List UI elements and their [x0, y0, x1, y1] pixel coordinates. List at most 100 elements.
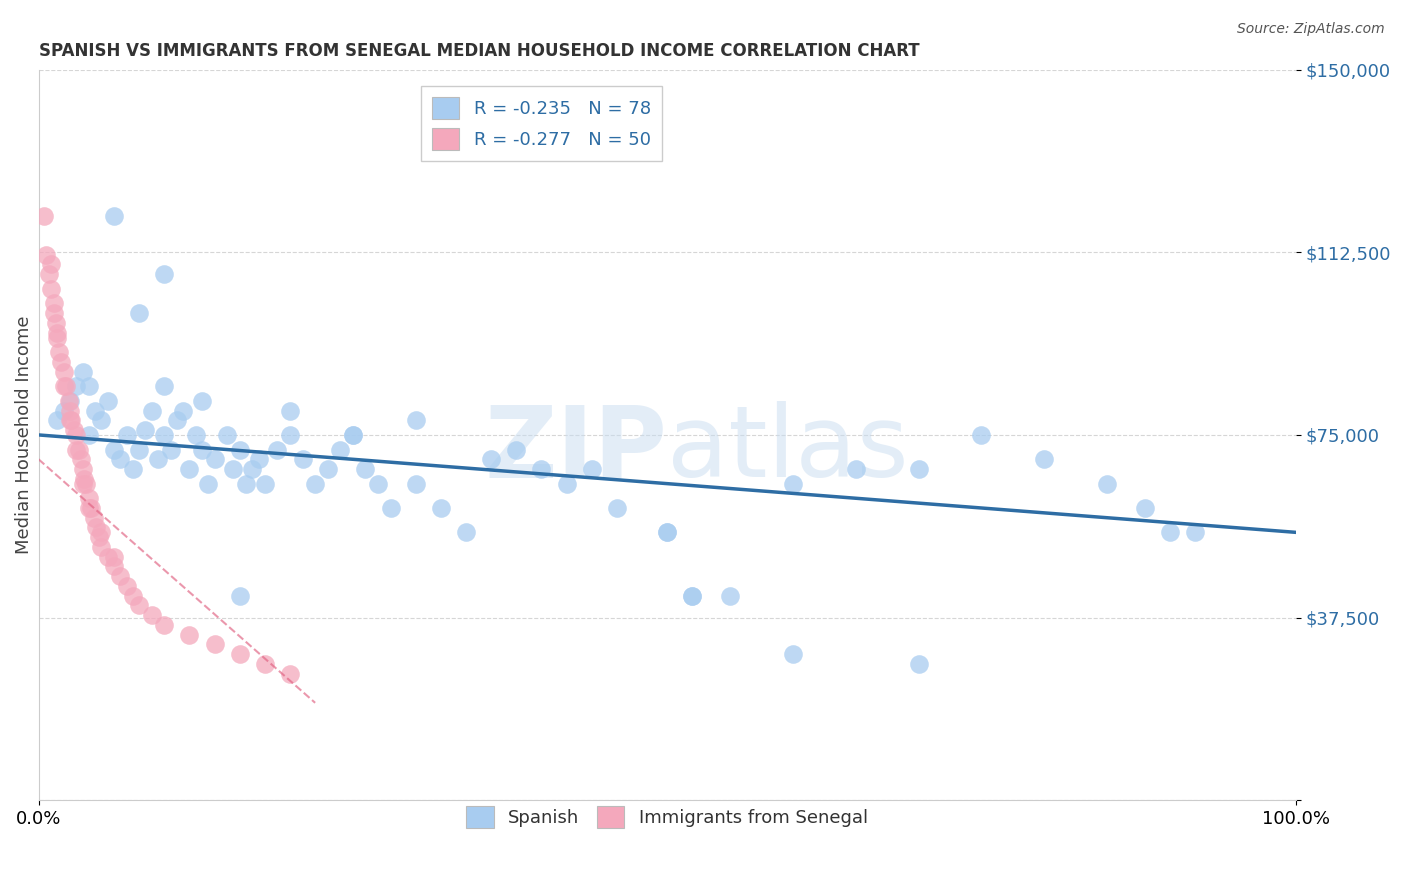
Point: [681, 589, 703, 603]
Point: [718, 589, 741, 603]
Point: [72, 476, 94, 491]
Point: [32, 209, 55, 223]
Point: [86, 520, 108, 534]
Point: [342, 428, 364, 442]
Point: [80, 500, 103, 515]
Point: [222, 462, 245, 476]
Point: [240, 462, 263, 476]
Legend: Spanish, Immigrants from Senegal: Spanish, Immigrants from Senegal: [460, 798, 875, 835]
Point: [110, 452, 132, 467]
Point: [90, 413, 112, 427]
Point: [329, 442, 352, 457]
Point: [845, 462, 868, 476]
Point: [606, 500, 628, 515]
Point: [278, 403, 301, 417]
Point: [1159, 525, 1181, 540]
Point: [907, 462, 929, 476]
Y-axis label: Median Household Income: Median Household Income: [15, 316, 32, 554]
Point: [1033, 452, 1056, 467]
Text: ZIP: ZIP: [484, 401, 668, 498]
Point: [367, 476, 389, 491]
Point: [103, 442, 125, 457]
Point: [159, 442, 181, 457]
Point: [72, 365, 94, 379]
Point: [153, 379, 176, 393]
Point: [228, 647, 250, 661]
Point: [782, 476, 804, 491]
Point: [39, 282, 62, 296]
Point: [42, 306, 65, 320]
Point: [657, 525, 679, 540]
Point: [304, 476, 326, 491]
Point: [77, 500, 100, 515]
Point: [253, 657, 276, 671]
Text: SPANISH VS IMMIGRANTS FROM SENEGAL MEDIAN HOUSEHOLD INCOME CORRELATION CHART: SPANISH VS IMMIGRANTS FROM SENEGAL MEDIA…: [38, 42, 920, 60]
Point: [103, 209, 125, 223]
Point: [405, 413, 427, 427]
Point: [354, 462, 377, 476]
Text: atlas: atlas: [668, 401, 908, 498]
Point: [46, 330, 69, 344]
Point: [278, 428, 301, 442]
Point: [141, 403, 163, 417]
Point: [115, 428, 138, 442]
Point: [70, 452, 93, 467]
Point: [103, 549, 125, 564]
Point: [52, 379, 75, 393]
Point: [1133, 500, 1156, 515]
Point: [65, 379, 87, 393]
Point: [405, 476, 427, 491]
Point: [134, 423, 156, 437]
Point: [90, 540, 112, 554]
Point: [83, 510, 105, 524]
Point: [228, 442, 250, 457]
Point: [479, 452, 502, 467]
Point: [191, 393, 214, 408]
Point: [204, 452, 226, 467]
Point: [46, 413, 69, 427]
Point: [657, 525, 679, 540]
Point: [581, 462, 603, 476]
Point: [55, 379, 77, 393]
Point: [278, 666, 301, 681]
Point: [62, 423, 84, 437]
Point: [42, 296, 65, 310]
Point: [179, 627, 201, 641]
Point: [1184, 525, 1206, 540]
Point: [217, 428, 239, 442]
Point: [46, 326, 69, 340]
Point: [77, 428, 100, 442]
Point: [146, 452, 169, 467]
Point: [60, 413, 83, 427]
Point: [103, 559, 125, 574]
Point: [235, 476, 257, 491]
Point: [77, 379, 100, 393]
Point: [184, 428, 207, 442]
Point: [115, 579, 138, 593]
Point: [72, 462, 94, 476]
Point: [128, 599, 150, 613]
Text: Source: ZipAtlas.com: Source: ZipAtlas.com: [1237, 22, 1385, 37]
Point: [291, 452, 314, 467]
Point: [505, 442, 527, 457]
Point: [45, 316, 67, 330]
Point: [51, 355, 73, 369]
Point: [555, 476, 578, 491]
Point: [153, 618, 176, 632]
Point: [59, 393, 82, 408]
Point: [166, 413, 188, 427]
Point: [907, 657, 929, 671]
Point: [153, 267, 176, 281]
Point: [253, 476, 276, 491]
Point: [58, 393, 80, 408]
Point: [454, 525, 477, 540]
Point: [97, 549, 120, 564]
Point: [380, 500, 402, 515]
Point: [1095, 476, 1118, 491]
Point: [90, 525, 112, 540]
Point: [197, 476, 219, 491]
Point: [121, 589, 143, 603]
Point: [84, 403, 107, 417]
Point: [52, 403, 75, 417]
Point: [59, 403, 82, 417]
